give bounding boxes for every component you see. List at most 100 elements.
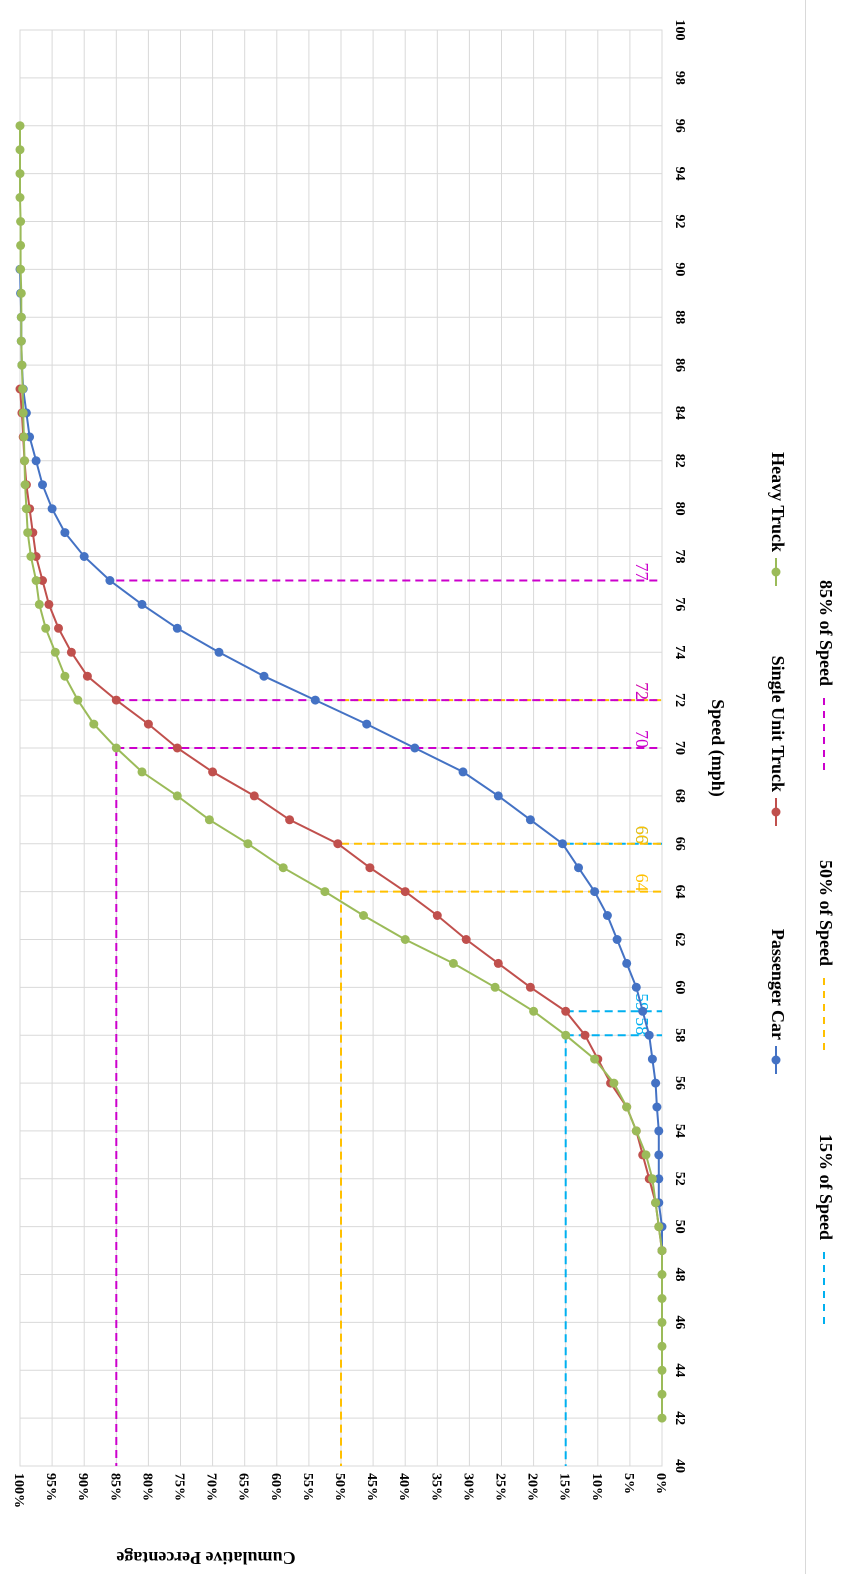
legend-item: 15% of Speed (816, 1134, 836, 1324)
data-point (16, 264, 26, 274)
x-tick-label: 54 (672, 1124, 687, 1138)
x-tick-label: 78 (672, 550, 687, 564)
data-point (208, 767, 218, 777)
y-tick-label: 30% (460, 1473, 475, 1501)
reference-value-label: 66 (632, 826, 652, 844)
reference-value-label: 72 (632, 682, 652, 700)
data-point (461, 935, 471, 944)
y-tick-label: 50% (332, 1473, 347, 1501)
data-point (16, 288, 26, 298)
data-point (204, 815, 214, 825)
legend-item: 50% of Speed (816, 860, 836, 1050)
reference-value-label: 77 (632, 562, 652, 580)
data-point (400, 935, 410, 944)
x-tick-label: 96 (672, 119, 687, 133)
x-tick-label: 84 (672, 406, 687, 420)
reference-value-label: 66 (632, 826, 652, 844)
data-point (38, 480, 47, 490)
y-tick-label: 70% (204, 1473, 219, 1501)
x-tick-labels: 40 42 44 46 48 50 52 54 56 58 60 62 64 66 68 70 72 74 76 78… (672, 20, 687, 1474)
x-tick-label: 52 (672, 1172, 687, 1186)
y-tick-label: 95% (43, 1473, 58, 1501)
data-point (333, 839, 343, 849)
data-point (54, 623, 63, 633)
data-point (172, 743, 182, 753)
data-point (558, 839, 567, 849)
data-point (15, 193, 25, 202)
data-point (259, 671, 269, 681)
data-point (18, 408, 28, 418)
y-tick-label: 20% (525, 1473, 540, 1501)
data-point (249, 791, 259, 801)
y-axis-title: Cumulative Percentage (116, 1548, 295, 1568)
y-tick-label: 65% (236, 1473, 251, 1501)
data-point (44, 599, 54, 609)
data-point (21, 504, 31, 514)
data-point (493, 958, 503, 968)
data-point (622, 1102, 632, 1112)
reference-value-label: 59 (632, 993, 652, 1011)
legend-swatch-marker (771, 1055, 781, 1065)
data-point (400, 887, 410, 897)
x-tick-label: 100 (672, 20, 687, 41)
legend: Passenger Car Single Unit Truck Heavy Truc… (768, 452, 836, 1324)
data-point (641, 1150, 651, 1160)
data-point (612, 935, 622, 944)
y-tick-labels: 0% 5% 10% 15% 20% 25% 30% 35% 40% 45% 50% 55% 60% 65%… (11, 1473, 668, 1508)
y-tick-label: 15% (557, 1473, 572, 1501)
x-tick-label: 42 (672, 1411, 687, 1425)
legend-swatch-marker (771, 567, 781, 577)
data-point (285, 815, 295, 825)
x-tick-label: 44 (672, 1363, 687, 1377)
data-point (105, 576, 115, 585)
data-point (31, 576, 41, 585)
data-point (657, 1413, 667, 1423)
legend-label: 50% of Speed (816, 860, 836, 966)
data-point (143, 719, 153, 729)
x-tick-label: 58 (672, 1028, 687, 1042)
data-point (20, 480, 30, 490)
data-point (651, 1078, 661, 1088)
x-tick-label: 46 (672, 1315, 687, 1329)
data-point (137, 599, 147, 609)
data-point (172, 791, 182, 801)
x-tick-label: 60 (672, 980, 687, 994)
y-tick-label: 75% (172, 1473, 187, 1501)
x-tick-label: 68 (672, 789, 687, 803)
x-axis-title: Speed (mph) (707, 699, 728, 797)
x-tick-label: 92 (672, 214, 687, 228)
data-point (654, 1222, 664, 1232)
data-point (79, 552, 89, 561)
y-tick-label: 35% (428, 1473, 443, 1501)
data-point (490, 982, 500, 992)
data-point (31, 456, 41, 466)
data-point (580, 1030, 590, 1040)
data-point (644, 1030, 654, 1040)
data-point (82, 671, 92, 681)
data-point (432, 911, 442, 920)
data-point (657, 1270, 667, 1279)
data-point (359, 911, 368, 920)
x-tick-label: 50 (672, 1220, 687, 1234)
y-tick-label: 100% (11, 1473, 26, 1508)
data-point (172, 623, 182, 633)
y-tick-label: 0% (653, 1473, 668, 1494)
reference-value-label: 72 (632, 682, 652, 700)
x-tick-label: 98 (672, 71, 687, 85)
data-point (590, 1054, 600, 1064)
x-tick-label: 48 (672, 1268, 687, 1282)
data-point (41, 623, 51, 633)
x-tick-label: 62 (672, 932, 687, 946)
y-tick-label: 55% (300, 1473, 315, 1501)
data-point (278, 863, 288, 873)
data-point (60, 671, 70, 681)
x-tick-label: 40 (672, 1459, 687, 1473)
data-point (111, 743, 121, 753)
x-tick-label: 80 (672, 502, 687, 516)
x-tick-label: 86 (672, 358, 687, 372)
reference-value-label: 64 (632, 874, 652, 892)
y-tick-label: 25% (493, 1473, 508, 1501)
data-point (602, 911, 612, 920)
data-point (214, 647, 224, 657)
legend-item: Passenger Car (768, 929, 788, 1074)
